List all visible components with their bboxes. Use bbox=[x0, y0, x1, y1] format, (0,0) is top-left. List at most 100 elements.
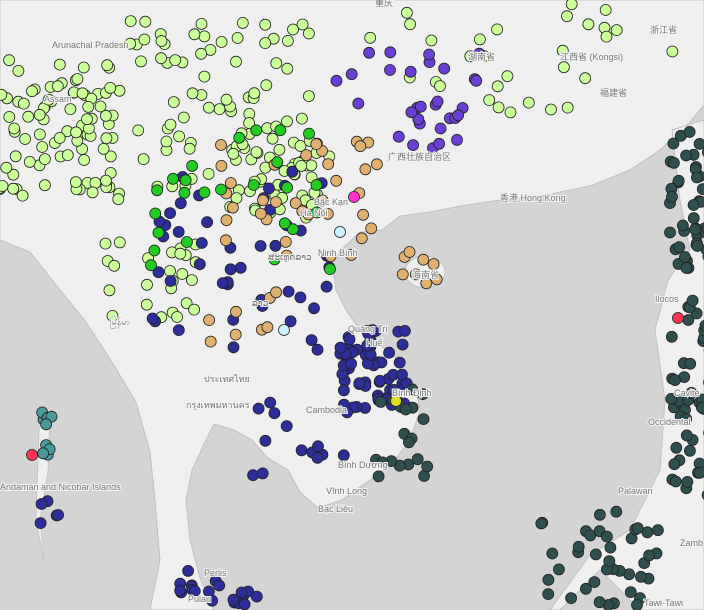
point bbox=[364, 31, 377, 44]
place-label: กรุงเทพมหานคร bbox=[186, 400, 250, 411]
point bbox=[433, 137, 446, 150]
point bbox=[572, 540, 585, 553]
point bbox=[691, 171, 703, 184]
point bbox=[504, 106, 517, 119]
point bbox=[151, 184, 164, 197]
point bbox=[261, 321, 274, 334]
point bbox=[412, 113, 425, 126]
point bbox=[259, 18, 272, 31]
point bbox=[250, 590, 263, 603]
point bbox=[35, 498, 48, 510]
point bbox=[310, 138, 323, 151]
point bbox=[97, 142, 110, 155]
point bbox=[470, 74, 483, 87]
point bbox=[396, 338, 409, 351]
place-label: 江西省 (Kongsi) bbox=[560, 51, 623, 62]
point bbox=[624, 586, 637, 598]
point bbox=[593, 596, 606, 609]
point bbox=[104, 82, 117, 94]
point bbox=[281, 115, 293, 128]
point bbox=[247, 469, 260, 482]
point bbox=[601, 530, 613, 543]
point bbox=[330, 74, 343, 87]
point bbox=[588, 576, 601, 588]
place-label: Cavite bbox=[674, 388, 700, 398]
point bbox=[164, 118, 177, 131]
point bbox=[665, 392, 678, 405]
point bbox=[270, 57, 283, 69]
point bbox=[421, 460, 434, 473]
place-label: Andaman and Nicobar Islands bbox=[0, 482, 121, 492]
point bbox=[672, 174, 685, 187]
point bbox=[417, 253, 430, 266]
point bbox=[70, 176, 82, 189]
point bbox=[155, 52, 168, 65]
point bbox=[0, 88, 8, 101]
point bbox=[451, 133, 463, 146]
point bbox=[231, 32, 244, 44]
point bbox=[565, 0, 578, 11]
point bbox=[230, 55, 242, 68]
point bbox=[668, 156, 680, 169]
place-label: Occidental bbox=[648, 417, 691, 427]
point bbox=[384, 64, 396, 76]
point bbox=[434, 80, 446, 92]
point bbox=[699, 319, 704, 332]
point bbox=[684, 444, 696, 457]
point bbox=[278, 324, 290, 336]
point bbox=[680, 149, 692, 162]
point bbox=[247, 179, 260, 191]
point bbox=[359, 163, 372, 176]
point bbox=[139, 15, 152, 28]
point bbox=[604, 541, 617, 554]
point bbox=[670, 441, 683, 454]
point bbox=[693, 466, 704, 479]
point bbox=[174, 197, 187, 210]
point bbox=[396, 368, 408, 381]
point bbox=[204, 335, 217, 348]
place-label: 湖南省 bbox=[468, 51, 495, 62]
point bbox=[310, 206, 323, 219]
point bbox=[234, 261, 247, 274]
point bbox=[302, 27, 315, 40]
point bbox=[374, 395, 387, 408]
point bbox=[556, 44, 569, 57]
point bbox=[305, 334, 318, 347]
point bbox=[233, 131, 246, 144]
point bbox=[565, 592, 577, 604]
point bbox=[322, 158, 335, 171]
point bbox=[411, 453, 424, 466]
point bbox=[345, 248, 358, 261]
point bbox=[353, 377, 366, 390]
place-label: Ninh Bình bbox=[318, 248, 358, 258]
point bbox=[355, 232, 368, 245]
point bbox=[402, 436, 415, 449]
point bbox=[53, 132, 66, 144]
point bbox=[473, 47, 486, 60]
point bbox=[271, 156, 284, 169]
point bbox=[164, 265, 176, 277]
point bbox=[280, 249, 293, 262]
point bbox=[374, 374, 386, 387]
point bbox=[227, 341, 240, 354]
place-label: Bình Định bbox=[392, 388, 432, 398]
point bbox=[337, 384, 350, 397]
point bbox=[188, 303, 201, 316]
point bbox=[37, 447, 49, 460]
point bbox=[78, 154, 90, 166]
point bbox=[281, 35, 294, 47]
point bbox=[33, 108, 46, 121]
point bbox=[473, 33, 486, 46]
point bbox=[316, 194, 329, 207]
point bbox=[427, 258, 440, 271]
point bbox=[330, 174, 343, 187]
point bbox=[215, 139, 227, 151]
point bbox=[345, 68, 358, 81]
point bbox=[173, 130, 186, 143]
point bbox=[227, 593, 240, 606]
point bbox=[431, 95, 444, 108]
point bbox=[600, 30, 613, 43]
point bbox=[248, 87, 261, 100]
